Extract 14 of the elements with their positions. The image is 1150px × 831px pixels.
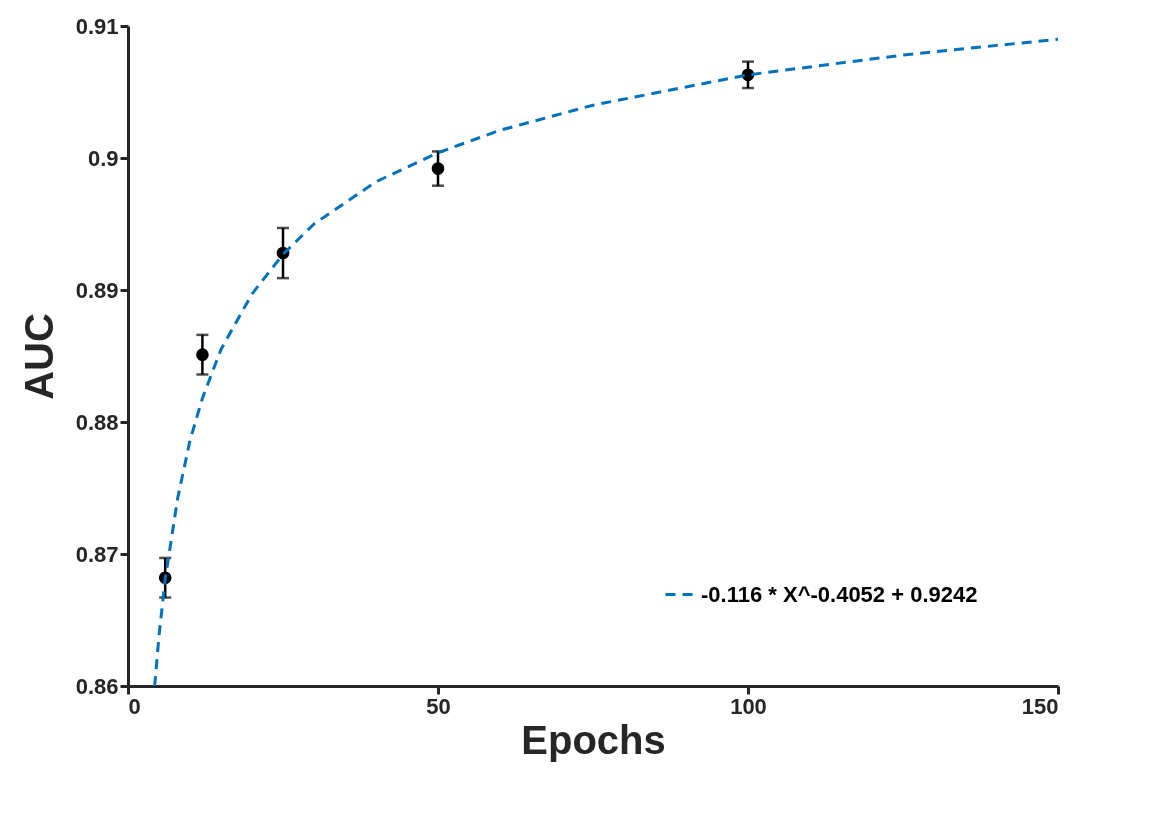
x-axis-title: Epochs [521,717,666,762]
y-tick-label: 0.88 [75,409,119,435]
x-tick-label: 50 [426,693,451,719]
line-series [153,37,1058,686]
legend-label: -0.116 * X^-0.4052 + 0.9242 [701,581,978,607]
y-axis-title: AUC [16,313,61,400]
x-tick-label: 100 [730,693,767,719]
x-tick-label: 0 [128,693,141,719]
y-tick-label: 0.9 [87,145,119,171]
y-tick-label: 0.87 [75,541,119,567]
y-tick-label: 0.86 [75,673,119,699]
x-tick-label: 150 [1021,693,1059,719]
y-tick-label: 0.89 [75,277,119,303]
y-tick-label: 0.91 [75,13,119,39]
